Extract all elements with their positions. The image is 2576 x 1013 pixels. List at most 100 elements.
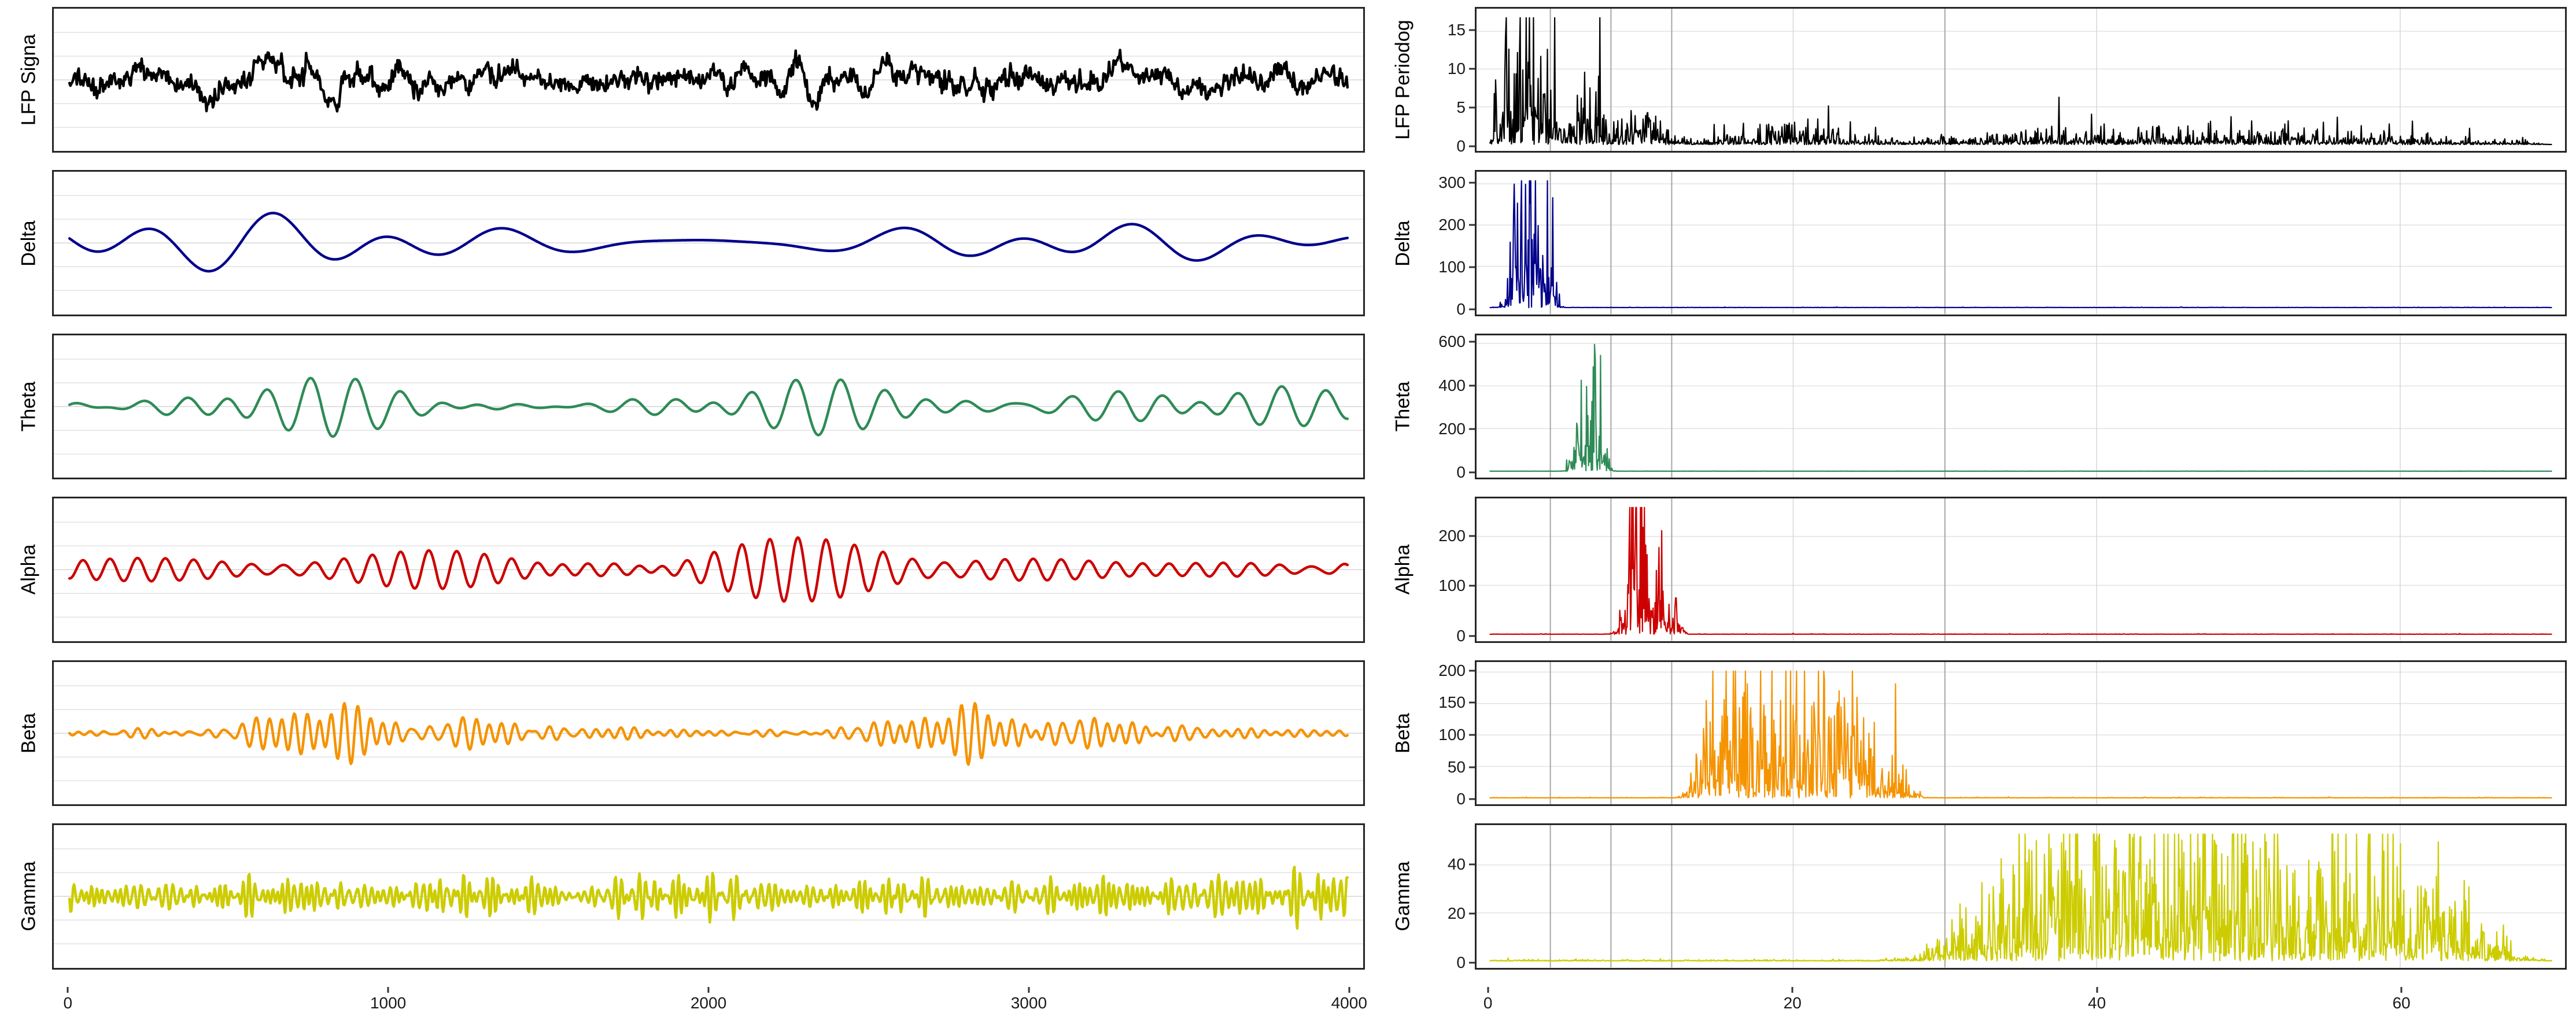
- panel-theta-time: Theta: [6, 333, 1365, 480]
- periodogram-plot-theta: [1477, 335, 2565, 478]
- y-axis-label-theta-periodogram: Theta: [1392, 381, 1414, 432]
- x-tick-label: 20: [1783, 993, 1802, 1012]
- y-tick-label: 0: [1456, 136, 1466, 155]
- y-axis-label-delta: Delta: [17, 220, 40, 267]
- y-axis-label-strip: Gamma: [6, 823, 52, 969]
- power-line-theta: [1490, 345, 2552, 471]
- panel-gamma-time: Gamma: [6, 823, 1365, 970]
- time-series-plot-theta: [54, 335, 1363, 478]
- y-tick-label: 50: [1447, 757, 1466, 776]
- y-axis-label-strip: Gamma: [1385, 823, 1422, 969]
- x-tick-mark: [1487, 986, 1489, 993]
- y-tick-mark: [1469, 471, 1475, 474]
- x-tick-label: 0: [1483, 993, 1493, 1012]
- y-tick-mark: [1469, 224, 1475, 226]
- panel-lfp-periodogram: LFP Periodog 0 5 10 15: [1385, 7, 2567, 155]
- plot-area-gamma-time: [52, 823, 1365, 970]
- y-axis-label-beta-periodogram: Beta: [1392, 712, 1414, 753]
- y-tick-label: 0: [1456, 300, 1466, 319]
- y-axis-label-lfp-periodogram: LFP Periodog: [1392, 20, 1414, 140]
- y-tick-mark: [1469, 670, 1475, 672]
- y-tick-label: 150: [1438, 693, 1466, 712]
- x-tick-mark: [1348, 986, 1350, 993]
- y-axis-label-gamma-periodogram: Gamma: [1392, 861, 1414, 931]
- y-tick-label: 200: [1438, 526, 1466, 545]
- panel-lfp-time: LFP Signa: [6, 7, 1365, 153]
- y-tick-label: 200: [1438, 420, 1466, 438]
- y-tick-label: 0: [1456, 953, 1466, 971]
- signal-line-lfp: [69, 50, 1348, 111]
- periodogram-plot-alpha: [1477, 498, 2565, 641]
- y-tick-strip-delta: 0 100 200 300: [1422, 170, 1475, 319]
- time-series-column: LFP Signa Delta Theta Alpha Beta Gamma 0 1000 20…: [6, 7, 1367, 1012]
- y-axis-label-strip: Theta: [1385, 334, 1422, 479]
- time-series-plot-beta: [54, 662, 1363, 804]
- y-tick-label: 10: [1447, 59, 1466, 77]
- time-series-plot-delta: [54, 172, 1363, 314]
- panel-delta-time: Delta: [6, 170, 1365, 316]
- plot-area-delta-time: [52, 170, 1365, 316]
- power-line-alpha: [1490, 508, 2552, 634]
- y-tick-label: 0: [1456, 626, 1466, 645]
- y-tick-label: 300: [1438, 173, 1466, 191]
- power-line-delta: [1490, 181, 2552, 308]
- x-axis-area-time: 0 1000 2000 3000 4000: [52, 986, 1367, 1012]
- time-series-plot-gamma: [54, 825, 1363, 967]
- panel-beta-time: Beta: [6, 660, 1365, 807]
- signal-line-beta: [69, 703, 1348, 764]
- y-tick-label: 5: [1456, 98, 1466, 116]
- plot-area-alpha-periodogram: [1475, 497, 2567, 643]
- y-tick-mark: [1469, 266, 1475, 268]
- x-tick-label: 3000: [1010, 993, 1047, 1012]
- x-tick-label: 1000: [370, 993, 407, 1012]
- panel-beta-periodogram: Beta 0 50 100 150 200: [1385, 660, 2567, 808]
- y-axis-label-strip: LFP Periodog: [1385, 7, 1422, 153]
- x-axis-spacer: [6, 987, 52, 1010]
- y-tick-label: 0: [1456, 463, 1466, 482]
- x-tick-label: 0: [63, 993, 73, 1012]
- signal-line-gamma: [69, 867, 1348, 929]
- x-tick-mark: [387, 986, 389, 993]
- y-tick-mark: [1469, 635, 1475, 637]
- y-axis-label-alpha-periodogram: Alpha: [1392, 544, 1414, 595]
- periodogram-plot-gamma: [1477, 825, 2565, 967]
- y-tick-label: 100: [1438, 725, 1466, 744]
- plot-area-delta-periodogram: [1475, 170, 2567, 316]
- y-tick-mark: [1469, 145, 1475, 147]
- x-axis-frequency: 0 20 40 60: [1385, 986, 2567, 1012]
- y-tick-mark: [1469, 182, 1475, 184]
- y-tick-label: 20: [1447, 904, 1466, 922]
- plot-area-beta-time: [52, 660, 1365, 807]
- y-tick-mark: [1469, 766, 1475, 768]
- y-axis-label-strip: Delta: [6, 170, 52, 316]
- x-tick-label: 60: [2392, 993, 2411, 1012]
- x-axis-spacer-2: [1422, 987, 1475, 1010]
- y-axis-label-strip: Beta: [6, 660, 52, 806]
- plot-area-lfp-periodogram: [1475, 7, 2567, 153]
- y-axis-label-strip: Theta: [6, 334, 52, 479]
- plot-area-lfp-time: [52, 7, 1365, 153]
- x-tick-mark: [2096, 986, 2098, 993]
- signal-line-theta: [69, 378, 1348, 437]
- periodogram-plot-beta: [1477, 662, 2565, 804]
- periodogram-column: LFP Periodog 0 5 10 15 Delta 0 100 200 300 Theta 0 2…: [1385, 7, 2567, 1012]
- y-axis-label-beta: Beta: [17, 712, 40, 753]
- y-tick-mark: [1469, 798, 1475, 800]
- signal-line-delta: [69, 213, 1348, 272]
- y-tick-mark: [1469, 863, 1475, 866]
- panel-theta-periodogram: Theta 0 200 400 600: [1385, 332, 2567, 482]
- y-tick-label: 15: [1447, 21, 1466, 39]
- y-tick-mark: [1469, 701, 1475, 704]
- time-series-plot-alpha: [54, 498, 1363, 641]
- y-tick-strip-theta: 0 200 400 600: [1422, 332, 1475, 482]
- panel-alpha-periodogram: Alpha 0 100 200: [1385, 497, 2567, 645]
- y-tick-mark: [1469, 428, 1475, 430]
- signal-line-alpha: [69, 538, 1348, 601]
- x-tick-mark: [1028, 986, 1030, 993]
- y-tick-mark: [1469, 734, 1475, 736]
- y-tick-mark: [1469, 308, 1475, 310]
- power-line-beta: [1490, 671, 2552, 797]
- y-tick-strip-alpha: 0 100 200: [1422, 497, 1475, 645]
- x-tick-mark: [1791, 986, 1793, 993]
